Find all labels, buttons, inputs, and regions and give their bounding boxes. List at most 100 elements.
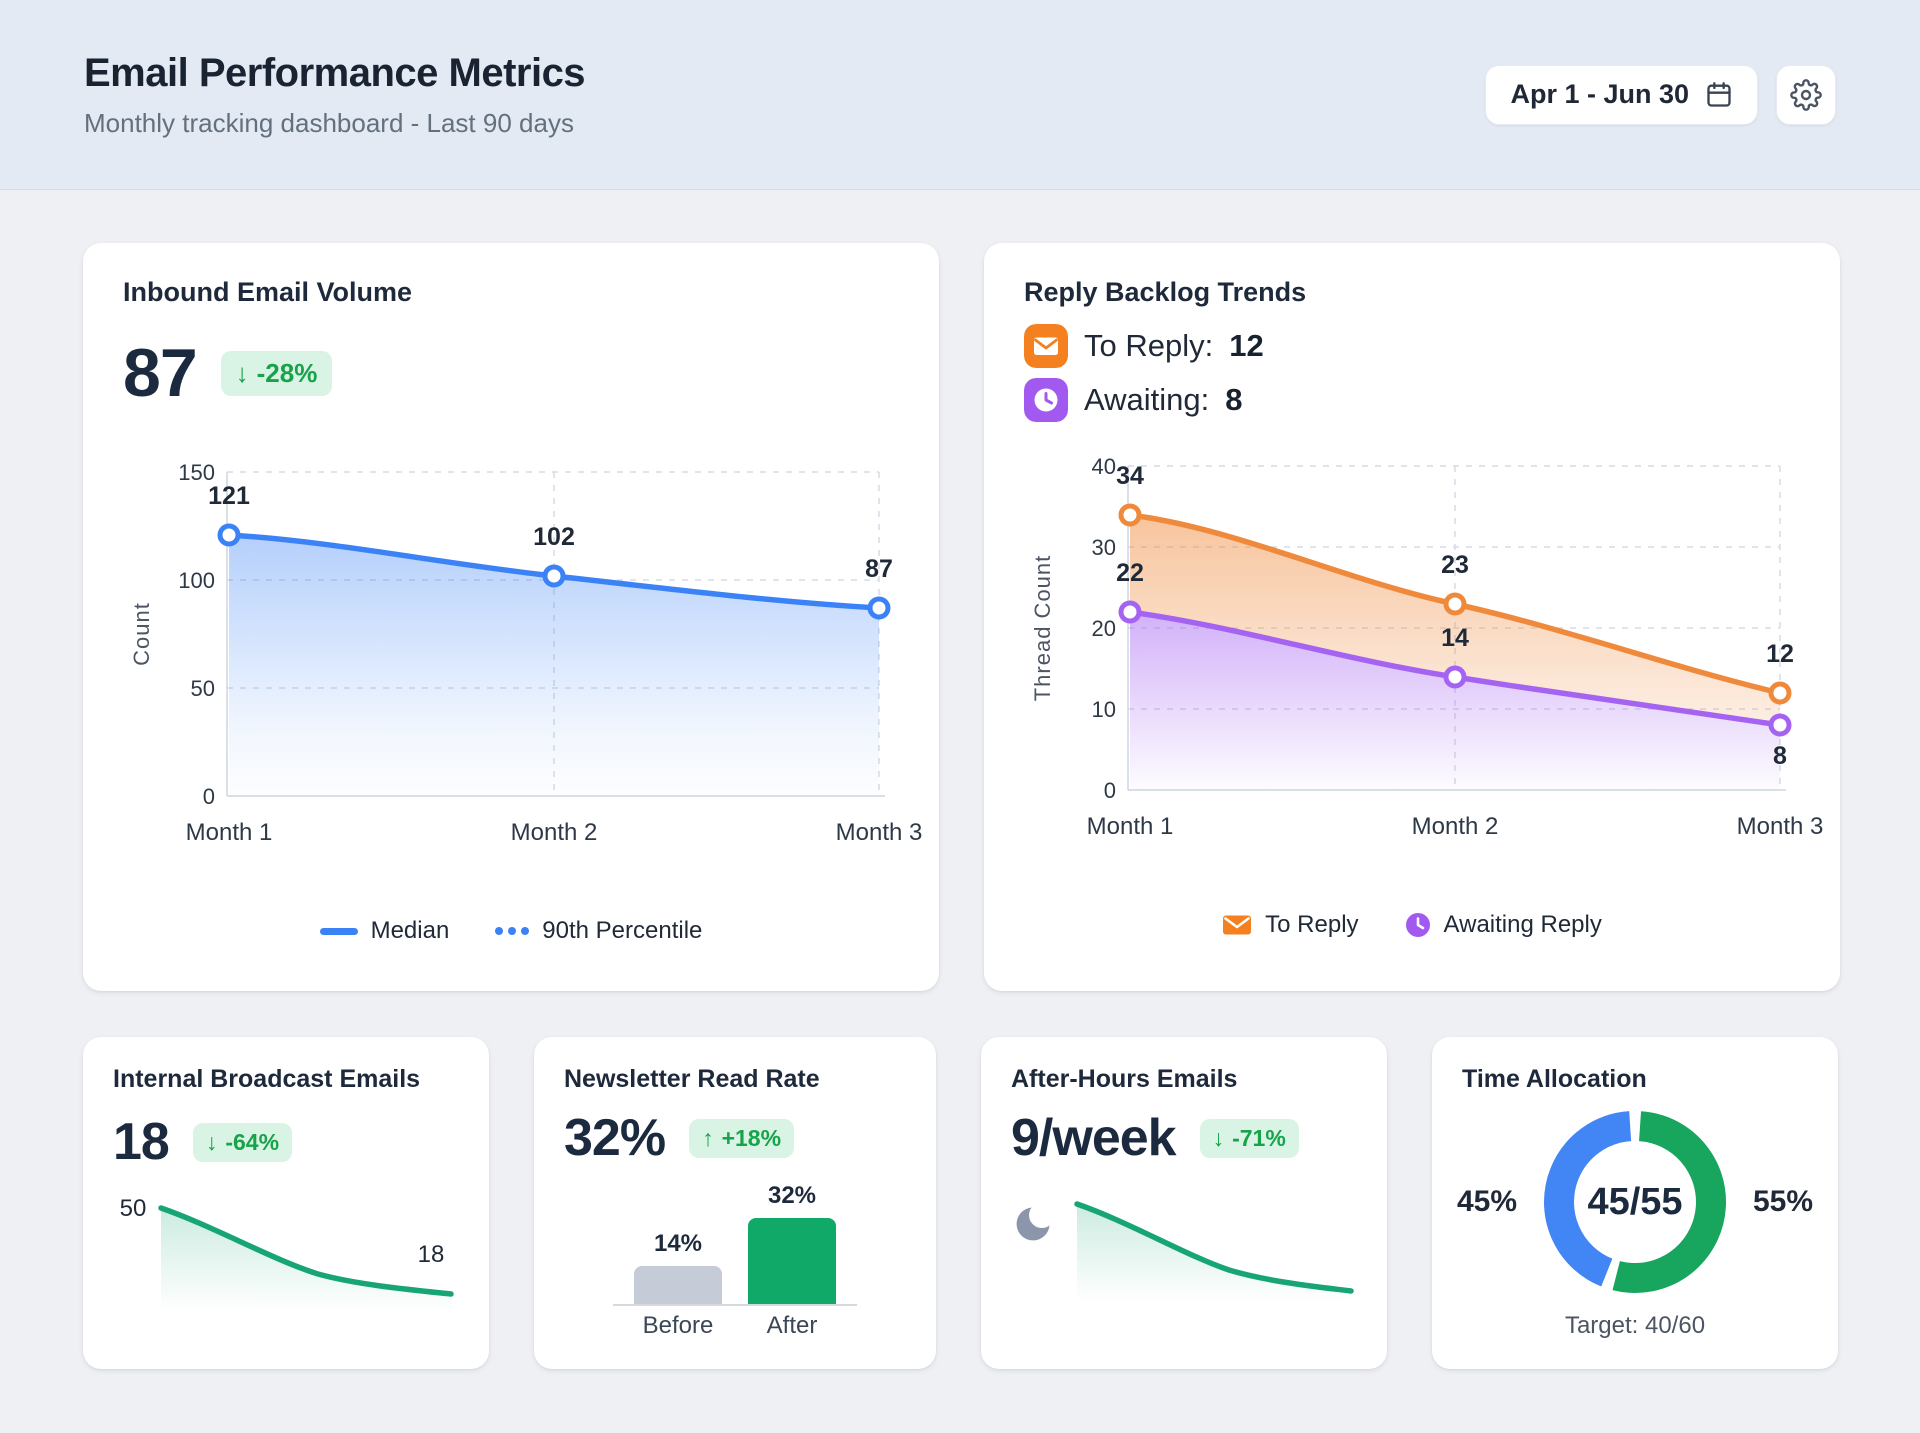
legend-item-90th-percentile: 90th Percentile [495, 917, 702, 945]
stat-label: Awaiting: [1084, 382, 1210, 417]
ytick: 0 [203, 784, 215, 809]
donut-center-label: 45/55 [1587, 1180, 1683, 1223]
moon-icon [1016, 1207, 1050, 1241]
data-point [1443, 592, 1467, 616]
backlog-legend: To Reply Awaiting Reply [1024, 911, 1800, 939]
legend-item-to-reply: To Reply [1222, 911, 1359, 939]
legend-label: To Reply [1265, 911, 1359, 938]
before-after-bars: 14% 32% [564, 1182, 906, 1304]
donut-blue-segment [1544, 1111, 1726, 1293]
envelope-icon [1223, 915, 1252, 935]
point-label: 12 [1766, 640, 1794, 668]
data-point [1118, 503, 1142, 527]
after-hours-trend-badge: ↓ -71% [1199, 1118, 1299, 1158]
header-text: Email Performance Metrics Monthly tracki… [84, 50, 586, 139]
reply-backlog-trends-card: Reply Backlog Trends To Reply: 12 [984, 243, 1840, 991]
broadcast-value: 18 [113, 1113, 170, 1171]
point-label: 8 [1773, 742, 1787, 770]
before-bar [634, 1266, 722, 1304]
dashboard-content: Inbound Email Volume 87 ↓ -28% [0, 190, 1920, 1369]
arrow-down-icon: ↓ [205, 1128, 218, 1155]
spark-end-label: 18 [418, 1241, 445, 1268]
stat-label: To Reply: [1084, 328, 1214, 363]
spark-area [1077, 1204, 1351, 1302]
ytick: 0 [1104, 778, 1116, 803]
xtick: Month 3 [1737, 813, 1824, 840]
card-title: Inbound Email Volume [123, 277, 413, 307]
value-row: 32% ↑ +18% [564, 1108, 906, 1168]
badge-value: -64% [225, 1128, 280, 1155]
dotted-line-swatch [495, 927, 530, 935]
point-label: 87 [865, 555, 893, 583]
badge-value: -71% [1232, 1124, 1286, 1151]
stat-value: 8 [1225, 382, 1243, 417]
newsletter-trend-badge: ↑ +18% [689, 1118, 795, 1158]
data-point [1768, 713, 1792, 737]
data-point [867, 596, 891, 620]
bar-name: After [766, 1312, 818, 1339]
card-title: Internal Broadcast Emails [113, 1065, 421, 1093]
stat-awaiting: Awaiting: 8 [1024, 378, 1800, 422]
spark-start-label: 50 [120, 1195, 147, 1222]
xtick: Month 2 [511, 819, 598, 846]
donut-chart: 45/55 [1537, 1104, 1733, 1300]
inbound-legend: Median 90th Percentile [123, 917, 899, 945]
xtick: Month 1 [1087, 813, 1174, 840]
newsletter-value: 32% [564, 1109, 666, 1167]
date-range-label: Apr 1 - Jun 30 [1510, 79, 1689, 109]
awaiting-area [1130, 612, 1780, 790]
legend-label: Median [370, 917, 450, 944]
inbound-value: 87 [123, 335, 198, 411]
after-hours-value: 9/week [1011, 1109, 1177, 1167]
arrow-down-icon: ↓ [1212, 1124, 1225, 1151]
badge-value: -28% [256, 357, 318, 388]
arrow-down-icon: ↓ [235, 357, 249, 388]
donut-svg [1544, 1111, 1726, 1293]
settings-button[interactable] [1776, 64, 1836, 125]
point-label: 14 [1441, 624, 1469, 652]
point-label: 102 [533, 523, 575, 551]
backlog-line-chart: 40 30 20 10 0 Thread Count [1030, 454, 1823, 840]
data-point [542, 564, 566, 588]
after-hours-sparkline [1074, 1201, 1354, 1302]
xtick: Month 3 [836, 819, 923, 846]
inbound-trend-badge: ↓ -28% [220, 350, 333, 396]
arrow-up-icon: ↑ [702, 1124, 714, 1151]
legend-item-median: Median [319, 917, 450, 945]
donut-right-label: 55% [1753, 1185, 1814, 1218]
donut-green-segment [1544, 1111, 1726, 1293]
point-label: 22 [1116, 559, 1144, 587]
legend-label: Awaiting Reply [1443, 911, 1602, 938]
newsletter-read-rate-card: Newsletter Read Rate 32% ↑ +18% 14% 32% [534, 1037, 936, 1369]
envelope-icon [1024, 324, 1068, 368]
after-hours-emails-card: After-Hours Emails 9/week ↓ -71% [981, 1037, 1387, 1369]
bar-col-after: 32% [748, 1182, 836, 1304]
data-point [217, 523, 241, 547]
y-axis-label: Count [129, 602, 154, 666]
broadcast-trend-badge: ↓ -64% [192, 1122, 293, 1162]
badge-value: +18% [721, 1124, 782, 1151]
card-title: Time Allocation [1462, 1065, 1647, 1093]
bar-names: Before After [564, 1312, 906, 1340]
date-range-button[interactable]: Apr 1 - Jun 30 [1485, 64, 1758, 125]
broadcast-sparkline: 50 18 [120, 1195, 454, 1312]
bar-value-label: 32% [767, 1182, 817, 1209]
legend-item-awaiting-reply: Awaiting Reply [1405, 911, 1602, 939]
header: Email Performance Metrics Monthly tracki… [0, 0, 1920, 190]
page-title: Email Performance Metrics [84, 50, 586, 95]
value-row: 18 ↓ -64% [113, 1112, 459, 1172]
spark-line [158, 1205, 454, 1297]
donut-left-label: 45% [1456, 1185, 1517, 1218]
card-title: Reply Backlog Trends [1024, 277, 1307, 307]
data-point [1443, 665, 1467, 689]
median-area [229, 535, 879, 796]
inbound-email-volume-card: Inbound Email Volume 87 ↓ -28% [83, 243, 939, 991]
bottom-row: Internal Broadcast Emails 18 ↓ -64% 50 [83, 1037, 1838, 1369]
after-hours-spark-row [1011, 1190, 1357, 1302]
backlog-stats: To Reply: 12 Awaiting: 8 [1024, 324, 1800, 422]
ytick: 20 [1092, 616, 1116, 641]
xtick: Month 1 [186, 819, 273, 846]
ytick: 40 [1092, 454, 1116, 479]
data-point [1768, 681, 1792, 705]
target-label: Target: 40/60 [1564, 1312, 1706, 1339]
